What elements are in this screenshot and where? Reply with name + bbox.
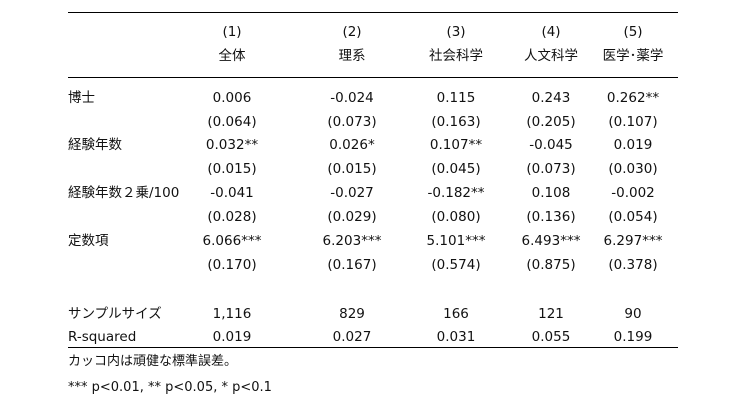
stat-value: 121 [538, 306, 564, 322]
se-row: (0.015) (0.015) (0.045) (0.073) (0.030) [68, 157, 678, 181]
column-number: (5) [623, 24, 643, 40]
coef-value: -0.041 [210, 185, 254, 201]
stat-value: 166 [443, 306, 469, 322]
coef-value: 6.493*** [521, 233, 581, 249]
column-number: (4) [541, 24, 561, 40]
se-row: (0.170) (0.167) (0.574) (0.875) (0.378) [68, 253, 678, 277]
header-rule [68, 77, 678, 78]
coef-value: 0.262** [606, 90, 660, 106]
stat-row: サンプルサイズ 1,116 829 166 121 90 [68, 302, 678, 326]
column-name: 社会科学 [429, 48, 483, 64]
stat-value: 0.027 [332, 329, 372, 345]
se-value: (0.054) [608, 209, 658, 225]
coef-value: 0.032** [205, 137, 259, 153]
se-value: (0.030) [608, 161, 658, 177]
column-name: 全体 [218, 48, 246, 64]
se-value: (0.015) [327, 161, 377, 177]
row-label: 定数項 [68, 233, 109, 249]
standard-error-note: カッコ内は頑健な標準誤差。 [68, 354, 238, 369]
se-row: (0.028) (0.029) (0.080) (0.136) (0.054) [68, 205, 678, 229]
se-value: (0.378) [608, 257, 658, 273]
coef-value: -0.045 [529, 137, 573, 153]
coef-value: 0.019 [613, 137, 653, 153]
column-number: (1) [222, 24, 242, 40]
header-name-row: 全体 理系 社会科学 人文科学 医学･薬学 [68, 44, 678, 68]
coef-value: -0.002 [611, 185, 655, 201]
coef-value: 0.243 [531, 90, 571, 106]
stat-value: 1,116 [212, 306, 252, 322]
table-top-rule [68, 12, 678, 13]
row-label: 経験年数 [68, 137, 122, 153]
se-value: (0.875) [526, 257, 576, 273]
column-name: 理系 [338, 48, 366, 64]
stat-value: 0.019 [212, 329, 252, 345]
header-number-row: (1) (2) (3) (4) (5) [68, 20, 678, 44]
coef-value: 6.066*** [202, 233, 262, 249]
row-label: 経験年数２乗/100 [68, 185, 180, 201]
column-number: (3) [446, 24, 466, 40]
se-value: (0.045) [431, 161, 481, 177]
se-value: (0.574) [431, 257, 481, 273]
coef-value: 5.101*** [426, 233, 486, 249]
se-value: (0.064) [207, 114, 257, 130]
se-row: (0.064) (0.073) (0.163) (0.205) (0.107) [68, 110, 678, 134]
coef-row: 経験年数 0.032** 0.026* 0.107** -0.045 0.019 [68, 133, 678, 157]
row-label: 博士 [68, 90, 95, 106]
coef-row: 定数項 6.066*** 6.203*** 5.101*** 6.493*** … [68, 229, 678, 253]
column-name: 人文科学 [524, 48, 578, 64]
se-value: (0.029) [327, 209, 377, 225]
row-label: R-squared [68, 329, 137, 345]
se-value: (0.080) [431, 209, 481, 225]
se-value: (0.073) [327, 114, 377, 130]
coef-value: 0.107** [429, 137, 483, 153]
se-value: (0.015) [207, 161, 257, 177]
significance-note: *** p<0.01, ** p<0.05, * p<0.1 [68, 380, 272, 395]
coef-value: 0.026* [329, 137, 375, 153]
stat-value: 0.055 [531, 329, 571, 345]
se-value: (0.170) [207, 257, 257, 273]
coef-row: 博士 0.006 -0.024 0.115 0.243 0.262** [68, 86, 678, 110]
coef-value: -0.182** [427, 185, 485, 201]
coef-value: 6.297*** [603, 233, 663, 249]
stat-value: 0.199 [613, 329, 653, 345]
stat-value: 0.031 [436, 329, 476, 345]
column-name: 医学･薬学 [602, 48, 664, 64]
se-value: (0.107) [608, 114, 658, 130]
coef-value: 0.108 [531, 185, 571, 201]
table-bottom-rule [68, 347, 678, 348]
row-label: サンプルサイズ [68, 306, 162, 322]
coef-value: -0.027 [330, 185, 374, 201]
coef-value: 0.115 [436, 90, 476, 106]
stat-value: 829 [339, 306, 365, 322]
stat-row: R-squared 0.019 0.027 0.031 0.055 0.199 [68, 325, 678, 349]
se-value: (0.163) [431, 114, 481, 130]
coef-value: -0.024 [330, 90, 374, 106]
se-value: (0.073) [526, 161, 576, 177]
coef-value: 0.006 [212, 90, 252, 106]
stat-value: 90 [624, 306, 642, 322]
column-number: (2) [342, 24, 362, 40]
se-value: (0.028) [207, 209, 257, 225]
se-value: (0.205) [526, 114, 576, 130]
coef-value: 6.203*** [322, 233, 382, 249]
se-value: (0.136) [526, 209, 576, 225]
coef-row: 経験年数２乗/100 -0.041 -0.027 -0.182** 0.108 … [68, 181, 678, 205]
se-value: (0.167) [327, 257, 377, 273]
